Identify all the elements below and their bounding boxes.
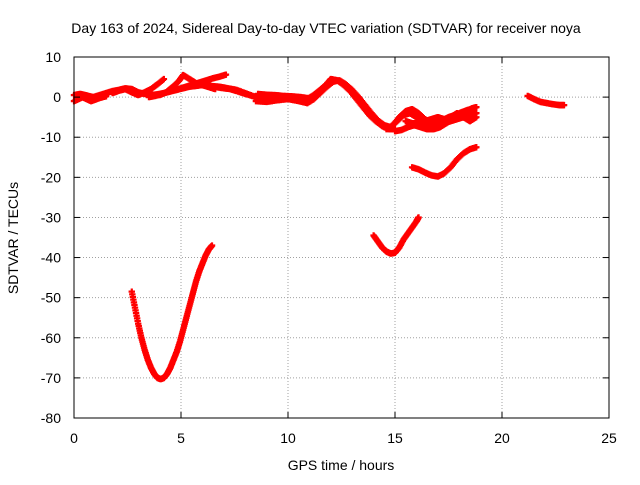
data-point xyxy=(560,101,568,109)
y-tick-label: 0 xyxy=(53,89,61,105)
data-point xyxy=(473,113,480,121)
series-track-16 xyxy=(128,242,216,383)
data-point xyxy=(160,75,168,83)
y-tick-label: -30 xyxy=(41,209,61,225)
y-tick-label: -80 xyxy=(41,410,61,426)
y-tick-label: -50 xyxy=(41,290,61,306)
series-track-17 xyxy=(524,92,568,109)
data-point xyxy=(102,93,110,100)
series-track-2 xyxy=(70,93,110,105)
data-point xyxy=(306,95,313,102)
series-track-3 xyxy=(109,75,168,99)
data-point xyxy=(473,103,480,111)
gridlines xyxy=(74,57,609,418)
chart-title: Day 163 of 2024, Sidereal Day-to-day VTE… xyxy=(71,20,581,36)
data-point xyxy=(415,214,422,221)
x-axis-label: GPS time / hours xyxy=(288,457,395,473)
data-point xyxy=(473,144,480,151)
series-track-14 xyxy=(408,144,480,180)
series-track-9 xyxy=(254,90,313,102)
data-point xyxy=(222,71,230,78)
y-tick-label: -20 xyxy=(41,169,61,185)
y-axis-label: SDTVAR / TECUs xyxy=(5,182,21,294)
series-track-13 xyxy=(402,109,480,127)
x-tick-label: 20 xyxy=(494,430,510,446)
axis-ticks: 0 5 10 15 20 25 10 0 -10 -20 -30 -40 -50 -60 -70 -80 xyxy=(41,49,617,446)
x-tick-label: 10 xyxy=(280,430,296,446)
series-track-12 xyxy=(391,103,480,135)
data-points xyxy=(70,71,568,383)
series-track-5 xyxy=(156,71,219,99)
series-track-15 xyxy=(370,214,422,257)
plot-frame xyxy=(73,56,610,419)
x-tick-label: 0 xyxy=(70,430,78,446)
x-tick-label: 25 xyxy=(601,430,617,446)
y-tick-label: -70 xyxy=(41,370,61,386)
x-tick-label: 15 xyxy=(387,430,403,446)
y-tick-label: -10 xyxy=(41,129,61,145)
y-tick-label: 10 xyxy=(45,49,61,65)
y-tick-label: -60 xyxy=(41,330,61,346)
data-point xyxy=(208,242,216,249)
x-tick-label: 5 xyxy=(177,430,185,446)
y-tick-label: -40 xyxy=(41,250,61,266)
